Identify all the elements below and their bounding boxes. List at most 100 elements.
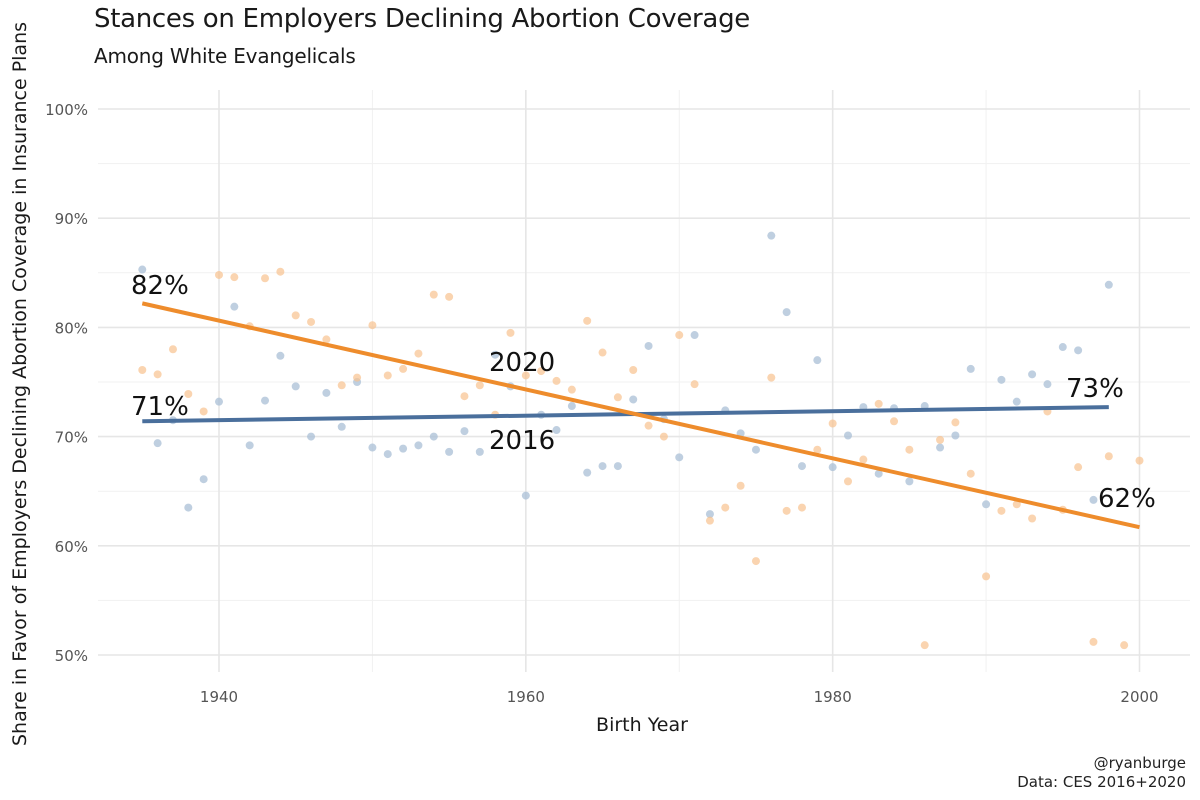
point-2016 xyxy=(782,308,791,317)
point-2016 xyxy=(383,450,392,459)
y-tick-label: 90% xyxy=(55,210,88,228)
point-2020 xyxy=(936,435,945,444)
point-2020 xyxy=(844,477,853,486)
point-2020 xyxy=(675,331,684,340)
point-2020 xyxy=(767,373,776,382)
point-2016 xyxy=(475,447,484,456)
point-2016 xyxy=(705,510,714,519)
point-2020 xyxy=(429,290,438,299)
y-axis-title: Share in Favor of Employers Declining Ab… xyxy=(9,22,31,746)
point-2016 xyxy=(966,364,975,373)
point-2016 xyxy=(399,444,408,453)
point-2016 xyxy=(1104,280,1113,289)
point-2020 xyxy=(1089,637,1098,646)
point-2020 xyxy=(629,365,638,374)
points-2020 xyxy=(138,267,1144,650)
point-2016 xyxy=(644,341,653,350)
point-2020 xyxy=(1135,456,1144,465)
point-2020 xyxy=(353,373,362,382)
minor-gridlines xyxy=(98,90,1190,672)
point-2020 xyxy=(337,381,346,390)
point-2020 xyxy=(153,370,162,379)
y-tick-label: 80% xyxy=(55,319,88,337)
point-2020 xyxy=(1104,452,1113,461)
point-2016 xyxy=(874,469,883,478)
chart-subtitle: Among White Evangelicals xyxy=(94,44,356,68)
point-2016 xyxy=(215,397,223,406)
point-2020 xyxy=(905,445,914,454)
point-2020 xyxy=(982,572,991,581)
point-2016 xyxy=(368,443,377,452)
point-2020 xyxy=(199,407,208,416)
point-2020 xyxy=(966,469,975,478)
point-2020 xyxy=(475,381,484,390)
label-2016-end: 73% xyxy=(1066,374,1124,404)
point-2020 xyxy=(813,445,822,454)
point-2020 xyxy=(751,557,760,566)
x-tick-label: 1960 xyxy=(507,688,545,706)
point-2016 xyxy=(261,396,270,405)
point-2020 xyxy=(445,292,454,301)
point-2020 xyxy=(521,371,530,380)
point-2016 xyxy=(1089,495,1098,504)
point-2016 xyxy=(613,462,622,471)
point-2020 xyxy=(215,270,223,279)
point-2020 xyxy=(383,371,392,380)
label-2016-start: 71% xyxy=(131,392,189,422)
point-2020 xyxy=(399,364,408,373)
point-2016 xyxy=(138,265,147,274)
chart-title: Stances on Employers Declining Abortion … xyxy=(94,4,750,34)
point-2016 xyxy=(905,477,914,486)
point-2016 xyxy=(1028,370,1037,379)
point-2020 xyxy=(184,390,193,399)
point-2020 xyxy=(721,503,730,512)
point-2020 xyxy=(1120,641,1129,650)
x-tick-label: 2000 xyxy=(1120,688,1158,706)
y-tick-label: 100% xyxy=(45,101,88,119)
label-2020-start: 82% xyxy=(131,271,189,301)
point-2016 xyxy=(675,453,684,462)
label-2020-end: 62% xyxy=(1098,484,1156,514)
point-2016 xyxy=(291,382,300,391)
point-2016 xyxy=(598,462,607,471)
point-2020 xyxy=(859,455,868,464)
point-2020 xyxy=(506,328,515,337)
point-2020 xyxy=(230,273,239,282)
point-2020 xyxy=(874,399,883,408)
major-gridlines xyxy=(98,90,1190,672)
point-2020 xyxy=(890,417,899,426)
point-2020 xyxy=(644,421,653,430)
point-2020 xyxy=(613,393,622,402)
point-2016 xyxy=(429,432,438,441)
point-2020 xyxy=(828,419,837,428)
point-2016 xyxy=(521,491,530,500)
point-2020 xyxy=(368,321,377,330)
point-2020 xyxy=(951,418,960,427)
caption: @ryanburge Data: CES 2016+2020 xyxy=(1017,754,1186,792)
point-2016 xyxy=(460,427,469,436)
point-2016 xyxy=(199,475,208,484)
points-2016 xyxy=(138,231,1113,519)
point-2016 xyxy=(307,432,316,441)
point-2016 xyxy=(276,351,285,360)
point-2020 xyxy=(276,267,285,276)
point-2016 xyxy=(997,375,1006,384)
y-axis-ticks: 50% 60% 70% 80% 90% 100% xyxy=(45,101,88,665)
point-2020 xyxy=(168,345,177,354)
point-2016 xyxy=(813,356,822,365)
point-2020 xyxy=(307,317,316,326)
point-2020 xyxy=(261,274,270,283)
line-labels: 82% 71% 2020 2016 73% 62% xyxy=(131,271,1156,514)
point-2016 xyxy=(690,331,699,340)
point-2020 xyxy=(705,516,714,525)
point-2016 xyxy=(629,395,638,404)
point-2016 xyxy=(982,500,991,509)
point-2016 xyxy=(1058,343,1067,352)
point-2020 xyxy=(1028,514,1037,523)
y-tick-label: 60% xyxy=(55,538,88,556)
point-2020 xyxy=(659,432,668,441)
point-2020 xyxy=(414,349,423,358)
point-2020 xyxy=(797,503,806,512)
point-2020 xyxy=(782,506,791,515)
